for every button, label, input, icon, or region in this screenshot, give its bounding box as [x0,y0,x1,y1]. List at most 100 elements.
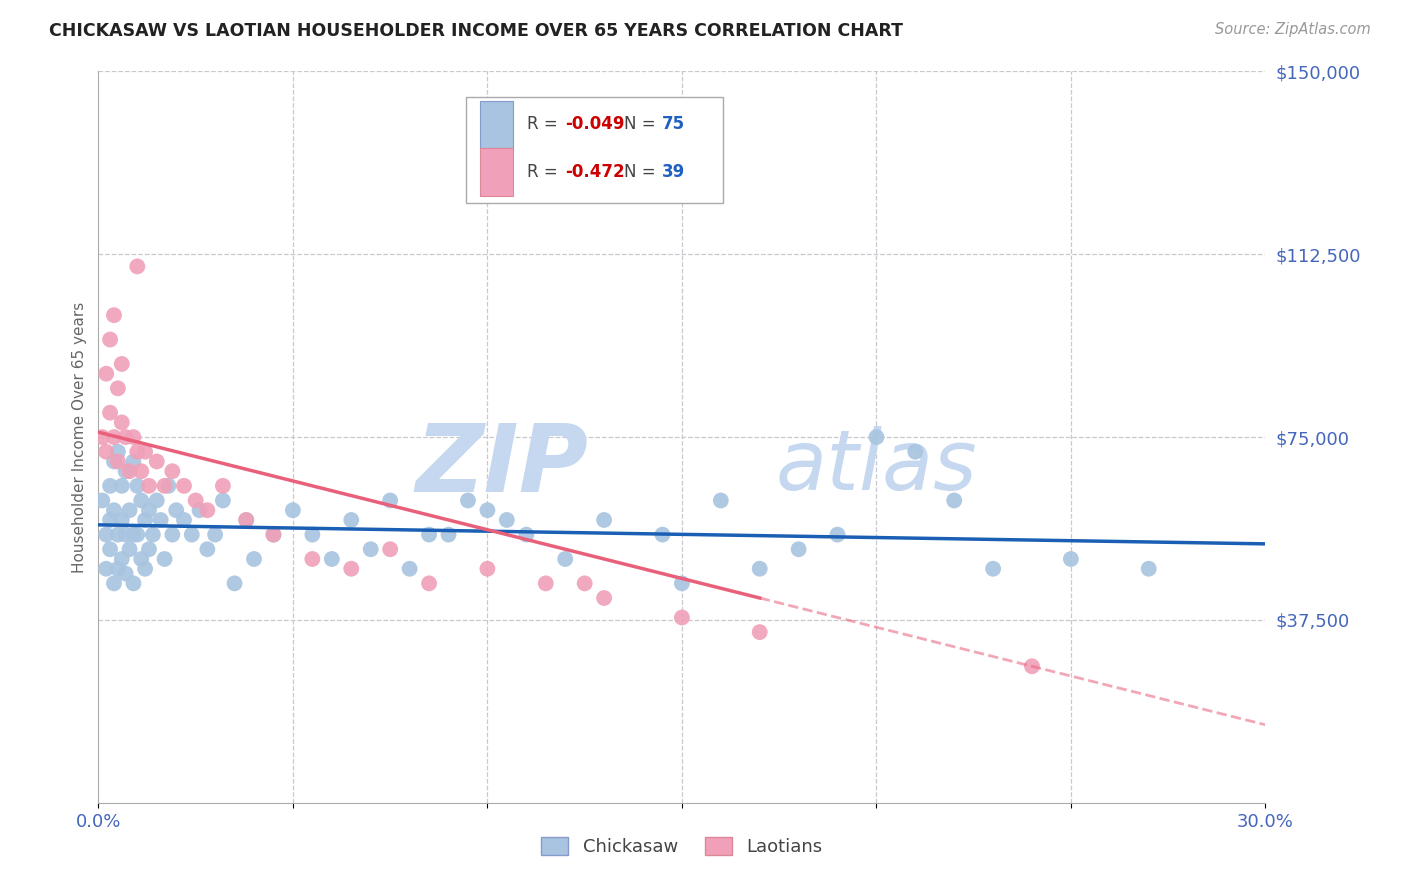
Point [127,527,149,541]
FancyBboxPatch shape [465,97,723,203]
Point [748,625,770,640]
Point [127,479,149,493]
Point [114,430,136,444]
Point [184,493,207,508]
Bar [479,148,513,195]
Point [398,562,420,576]
Point [477,503,499,517]
Point [162,464,184,478]
Text: CHICKASAW VS LAOTIAN HOUSEHOLDER INCOME OVER 65 YEARS CORRELATION CHART: CHICKASAW VS LAOTIAN HOUSEHOLDER INCOME … [49,22,903,40]
Text: 75: 75 [662,115,685,134]
Point [114,566,136,581]
Y-axis label: Householder Income Over 65 years: Householder Income Over 65 years [72,301,87,573]
Point [593,513,616,527]
Point [515,527,537,541]
Point [153,552,176,566]
Point [671,576,693,591]
Text: -0.472: -0.472 [565,163,624,181]
Point [153,479,176,493]
Point [134,562,156,576]
Text: ZIP: ZIP [416,420,589,512]
Text: -0.049: -0.049 [565,115,624,134]
Point [122,454,145,468]
Text: R =: R = [527,115,562,134]
Point [103,308,125,322]
Point [710,493,733,508]
Point [111,513,134,527]
Text: 39: 39 [662,163,685,181]
Point [243,552,266,566]
Point [748,562,770,576]
Point [127,444,149,458]
Point [173,513,195,527]
Point [157,479,180,493]
Point [162,527,184,541]
Point [98,513,121,527]
Point [554,552,576,566]
Point [111,552,134,566]
Point [107,527,129,541]
Point [204,527,226,541]
Point [180,527,202,541]
Point [129,493,152,508]
Point [134,513,156,527]
Point [173,479,195,493]
Point [146,493,169,508]
Point [96,367,118,381]
Point [103,576,125,591]
Point [904,444,927,458]
Point [118,464,141,478]
Point [98,333,121,347]
Point [107,562,129,576]
Point [98,406,121,420]
Point [127,260,149,274]
Text: R =: R = [527,163,562,181]
Point [195,503,218,517]
Point [340,562,363,576]
Point [281,503,304,517]
Point [593,591,616,605]
Legend: Chickasaw, Laotians: Chickasaw, Laotians [534,830,830,863]
Point [142,527,165,541]
Point [534,576,557,591]
Bar [479,101,513,148]
Point [138,479,160,493]
Point [96,527,118,541]
Point [212,493,235,508]
Point [1137,562,1160,576]
Point [107,454,129,468]
Point [321,552,343,566]
Point [103,430,125,444]
Point [122,576,145,591]
Point [418,527,440,541]
Point [114,464,136,478]
Point [301,552,323,566]
Point [212,479,235,493]
Point [107,444,129,458]
Point [98,542,121,557]
Text: atlas: atlas [775,425,977,507]
Point [165,503,187,517]
Point [149,513,172,527]
Point [827,527,849,541]
Point [118,503,141,517]
Point [671,610,693,624]
Point [195,542,218,557]
Point [91,430,114,444]
Point [118,542,141,557]
Point [457,493,479,508]
Point [340,513,363,527]
Point [380,493,402,508]
Point [981,562,1004,576]
Point [943,493,966,508]
Point [111,416,134,430]
Point [107,381,129,395]
Text: N =: N = [624,163,661,181]
Point [651,527,673,541]
Point [134,444,156,458]
Point [418,576,440,591]
Point [129,552,152,566]
Point [122,430,145,444]
Point [1060,552,1083,566]
Point [96,562,118,576]
